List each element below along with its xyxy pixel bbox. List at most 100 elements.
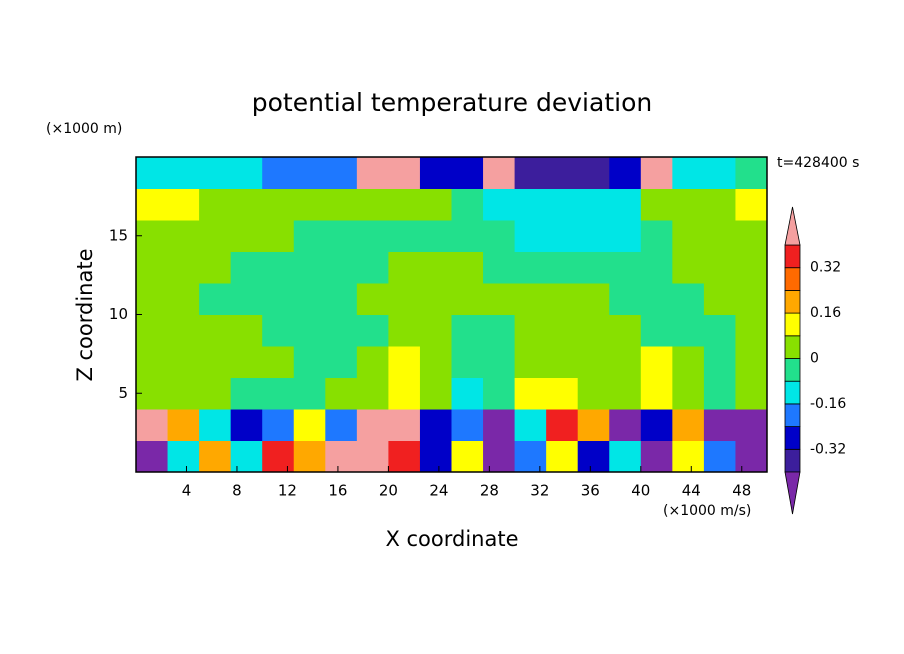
contour-cell [640,346,673,378]
contour-cell [199,377,232,410]
contour-cell [419,377,452,410]
x-unit: (×1000 m/s) [663,503,751,519]
x-tick-label: 28 [480,482,499,500]
x-tick-label: 36 [581,482,600,500]
contour-cell [703,157,736,189]
contour-cell [672,440,705,473]
contour-cell [167,377,200,410]
contour-cell [609,440,642,473]
contour-cell [514,157,547,189]
contour-cell [262,220,295,252]
colorbar: -0.32 -0.16 0 0.16 0.32 [784,206,846,515]
contour-cell [609,314,642,347]
contour-cell [167,440,200,473]
contour-cell [325,251,358,284]
contour-cell [388,440,421,473]
contour-cell [451,409,484,441]
contour-cell [262,188,295,221]
colorbar-under [784,471,801,515]
contour-cell [199,251,232,284]
contour-cell [388,188,421,221]
contour-cell [136,251,169,284]
contour-cell [167,409,200,441]
contour-cell [262,283,295,315]
contour-cell [136,188,169,221]
contour-cell [293,251,326,284]
contour-cell [325,409,358,441]
contour-cell [356,346,389,378]
contour-cell [672,377,705,410]
colorbar-tick-label: -0.16 [810,396,846,412]
contour-cell [514,409,547,441]
contour-cell [577,283,610,315]
contour-cell [640,377,673,410]
contour-cell [609,283,642,315]
contour-cell [293,440,326,473]
contour-cell [483,409,516,441]
contour-cell [703,440,736,473]
contour-cell [514,220,547,252]
contour-cell [640,314,673,347]
contour-cell [514,251,547,284]
x-tick-label: 20 [379,482,398,500]
contour-cell [483,346,516,378]
contour-cell [483,188,516,221]
contour-cell [388,251,421,284]
contour-cell [514,283,547,315]
contour-cell [672,220,705,252]
contour-cell [388,157,421,189]
contour-cell [483,440,516,473]
contour-cell [325,314,358,347]
contour-cell [451,377,484,410]
contour-cell [735,220,768,252]
colorbar-over [784,206,801,246]
chart-title: potential temperature deviation [252,88,652,117]
contour-cell [577,409,610,441]
contour-cell [325,220,358,252]
contour-cell [451,157,484,189]
x-tick-label: 12 [278,482,297,500]
contour-cell [672,251,705,284]
contour-cell [199,440,232,473]
contour-cell [735,346,768,378]
contour-cell [167,314,200,347]
x-tick-label: 32 [530,482,549,500]
colorbar-band [784,380,801,405]
contour-cell [293,346,326,378]
contour-cell [199,157,232,189]
contour-cell [640,283,673,315]
contour-cell [419,346,452,378]
contour-cell [514,188,547,221]
contour-cell [577,157,610,189]
contour-cell [262,409,295,441]
contour-cell [640,157,673,189]
contour-cell [451,314,484,347]
contour-cell [546,188,579,221]
contour-cell [199,409,232,441]
contour-cell [167,346,200,378]
contour-cell [735,409,768,441]
contour-cell [483,251,516,284]
contour-cell [230,440,263,473]
contour-cell [388,220,421,252]
contour-cell [672,346,705,378]
contour-cell [609,157,642,189]
contour-cell [577,377,610,410]
x-tick-label: 44 [682,482,701,500]
contour-cell [293,377,326,410]
contour-cell [325,283,358,315]
contour-cell [703,251,736,284]
contour-cell [388,346,421,378]
contour-cell [293,283,326,315]
contour-cell [356,377,389,410]
contour-cell [167,283,200,315]
contour-cell [483,220,516,252]
contour-cell [356,157,389,189]
contour-cell [483,314,516,347]
contour-cell [167,220,200,252]
y-tick-label: 5 [118,384,128,402]
contour-cell [199,188,232,221]
colorbar-band [784,426,801,450]
